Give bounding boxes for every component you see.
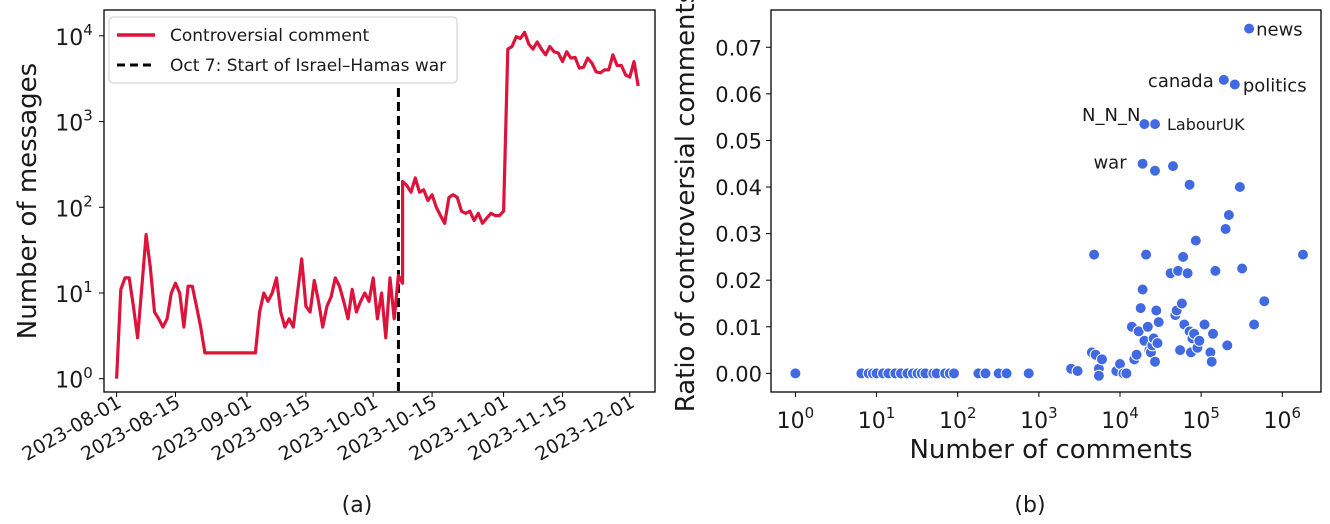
y-tick-label: 0.00 [715, 362, 762, 386]
data-point [1209, 264, 1222, 277]
data-point [1183, 178, 1196, 191]
legend-entry-vline: Oct 7: Start of Israel–Hamas war [170, 56, 446, 76]
x-tick-label: 101 [858, 404, 896, 434]
data-point [1297, 248, 1309, 261]
data-point [1140, 248, 1153, 261]
point-label: N_N_N [1082, 105, 1140, 126]
y-tick-label: 0.06 [715, 83, 762, 107]
data-point [1228, 78, 1241, 91]
legend-entry-series: Controversial comment [170, 26, 369, 46]
panel-a: 100 101 102 103 104 2023-08-012023-08-152023… [13, 9, 656, 518]
point-label: politics [1243, 76, 1307, 97]
data-point [1193, 334, 1206, 347]
y-tick-label: 0.01 [715, 316, 762, 340]
point-label: LabourUK [1167, 115, 1245, 134]
data-point [1248, 318, 1261, 331]
data-point [1136, 157, 1149, 170]
data-point [1152, 316, 1165, 329]
y-tick-label: 0.04 [715, 176, 762, 200]
data-point [1141, 320, 1154, 333]
x-tick-label: 102 [939, 404, 977, 434]
x-tick-label: 105 [1182, 404, 1220, 434]
legend-box [108, 16, 458, 84]
point-label: canada [1148, 71, 1214, 92]
data-point [1217, 73, 1230, 86]
data-point [1149, 355, 1161, 368]
data-point [1000, 367, 1013, 380]
x-tick-label: 104 [1101, 404, 1139, 434]
data-point [1151, 337, 1164, 350]
data-point [1207, 327, 1219, 340]
y-tick-label: 0.07 [715, 36, 762, 60]
data-point [1198, 318, 1211, 331]
data-point [1138, 118, 1151, 131]
y-tick-label: 101 [55, 278, 93, 308]
y-tick-label: 100 [55, 364, 93, 394]
panel-b-caption: (b) [1014, 493, 1045, 518]
panel-b-x-ticks: 100 101 102 103 104 105 106 [777, 392, 1301, 434]
panel-b-frame [770, 9, 1322, 393]
data-point [1167, 160, 1179, 173]
data-point [1222, 209, 1235, 221]
data-point [1136, 283, 1149, 296]
point-label: news [1256, 20, 1303, 41]
data-point [1233, 181, 1246, 193]
data-point [1071, 365, 1084, 377]
panel-b-y-axis-label: Ratio of controversial comments [671, 0, 701, 412]
y-tick-label: 0.02 [715, 269, 762, 293]
panel-b-points [789, 22, 1309, 382]
data-point [948, 367, 960, 380]
panel-a-caption: (a) [342, 493, 373, 518]
data-point [1149, 164, 1161, 177]
data-point [1022, 367, 1035, 380]
data-point [1205, 355, 1218, 368]
data-point [1243, 22, 1256, 35]
panel-a-series [115, 30, 640, 379]
data-point [1130, 348, 1143, 361]
panel-b: 0.000.010.020.030.040.050.060.07 100 101 1… [671, 0, 1322, 518]
x-tick-label: 106 [1264, 404, 1302, 434]
point-label: war [1093, 153, 1127, 174]
data-point [789, 367, 802, 380]
data-point [1177, 250, 1190, 263]
y-tick-label: 104 [55, 21, 93, 51]
y-tick-label: 0.03 [715, 223, 762, 247]
data-point [1150, 304, 1163, 317]
data-point [1181, 267, 1194, 280]
panel-a-y-axis-label: Number of messages [13, 63, 43, 339]
data-point [1134, 302, 1147, 315]
panel-b-y-ticks: 0.00 0.01 0.02 0.03 0.04 0.05 0.06 0.07 [715, 36, 771, 386]
x-tick-label: 100 [777, 404, 815, 434]
data-point [1120, 367, 1133, 380]
data-point [1219, 223, 1232, 235]
data-point [1092, 369, 1105, 382]
data-point [1096, 353, 1108, 366]
x-tick-label: 103 [1020, 404, 1058, 434]
panel-a-legend: Controversial comment Oct 7: Start of Is… [108, 16, 458, 84]
data-point [1236, 262, 1249, 275]
data-point [1189, 234, 1202, 247]
data-point [1088, 248, 1101, 261]
data-point [1175, 297, 1188, 310]
panel-a-y-ticks: 100 101 102 103 104 [55, 21, 104, 394]
data-point [979, 367, 992, 380]
panel-b-x-axis-label: Number of comments [909, 435, 1192, 465]
data-point [1149, 118, 1161, 131]
data-point [1258, 295, 1271, 308]
series-line [115, 30, 640, 379]
panel-a-frame [103, 9, 656, 393]
data-point [1221, 339, 1234, 352]
y-tick-label: 103 [55, 107, 93, 137]
y-tick-label: 0.05 [715, 129, 762, 153]
data-point [1174, 344, 1187, 357]
y-tick-label: 102 [55, 192, 93, 222]
panel-a-x-ticks: 2023-08-012023-08-152023-09-012023-09-15… [18, 391, 638, 465]
